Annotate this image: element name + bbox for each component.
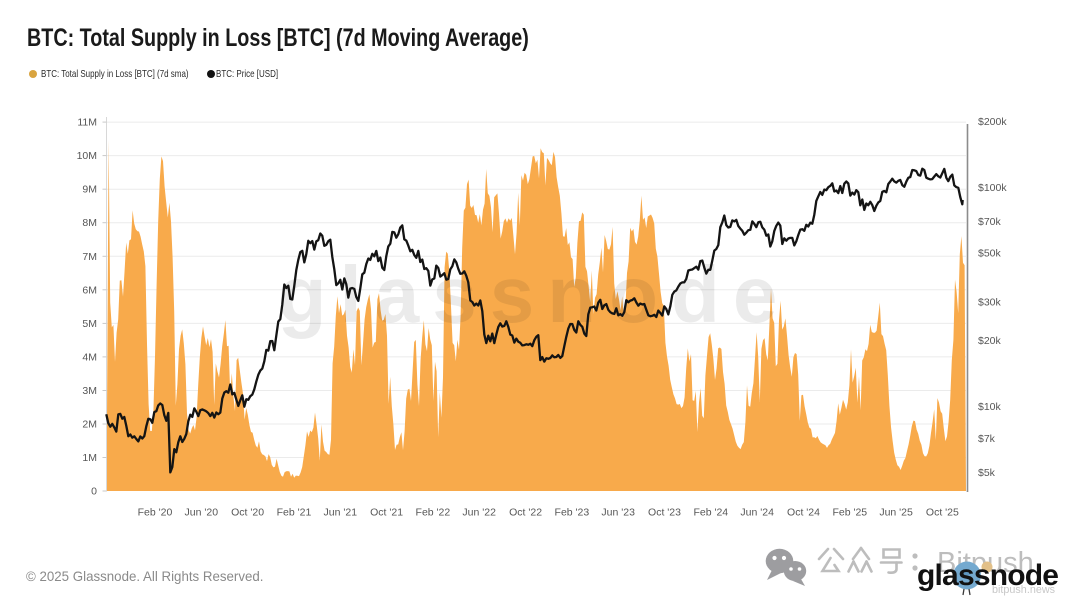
svg-text:$70k: $70k (978, 216, 1002, 228)
svg-text:4M: 4M (82, 351, 97, 363)
svg-text:Feb '25: Feb '25 (832, 507, 867, 519)
svg-text:Feb '23: Feb '23 (555, 507, 590, 519)
svg-text:Feb '21: Feb '21 (277, 507, 312, 519)
svg-text:9M: 9M (82, 184, 97, 196)
svg-text:$7k: $7k (978, 433, 996, 445)
svg-text:glassnode: glassnode (278, 250, 791, 339)
svg-text:Jun '21: Jun '21 (324, 507, 358, 519)
svg-text:0: 0 (91, 486, 97, 498)
svg-text:Feb '24: Feb '24 (693, 507, 728, 519)
svg-text:Oct '24: Oct '24 (787, 507, 820, 519)
svg-text:Jun '25: Jun '25 (879, 507, 913, 519)
svg-text:Jun '20: Jun '20 (185, 507, 219, 519)
svg-text:2M: 2M (82, 419, 97, 431)
svg-text:$10k: $10k (978, 401, 1002, 413)
svg-text:$30k: $30k (978, 296, 1002, 308)
svg-text:Oct '22: Oct '22 (509, 507, 542, 519)
svg-text:3M: 3M (82, 385, 97, 397)
svg-text:$200k: $200k (978, 116, 1007, 128)
svg-text:Jun '24: Jun '24 (740, 507, 774, 519)
svg-text:$50k: $50k (978, 248, 1002, 260)
svg-text:8M: 8M (82, 217, 97, 229)
svg-text:7M: 7M (82, 251, 97, 263)
svg-text:Feb '20: Feb '20 (138, 507, 173, 519)
svg-text:Feb '22: Feb '22 (416, 507, 451, 519)
svg-text:6M: 6M (82, 284, 97, 296)
svg-text:$20k: $20k (978, 335, 1002, 347)
svg-text:Oct '21: Oct '21 (370, 507, 403, 519)
svg-text:5M: 5M (82, 318, 97, 330)
svg-text:Oct '25: Oct '25 (926, 507, 959, 519)
svg-text:$100k: $100k (978, 182, 1007, 194)
svg-text:Jun '23: Jun '23 (601, 507, 635, 519)
svg-text:$5k: $5k (978, 467, 996, 479)
svg-text:11M: 11M (77, 117, 97, 129)
svg-text:Jun '22: Jun '22 (462, 507, 496, 519)
svg-text:10M: 10M (77, 150, 97, 162)
svg-text:Oct '20: Oct '20 (231, 507, 264, 519)
svg-text:Oct '23: Oct '23 (648, 507, 681, 519)
svg-text:1M: 1M (82, 452, 97, 464)
